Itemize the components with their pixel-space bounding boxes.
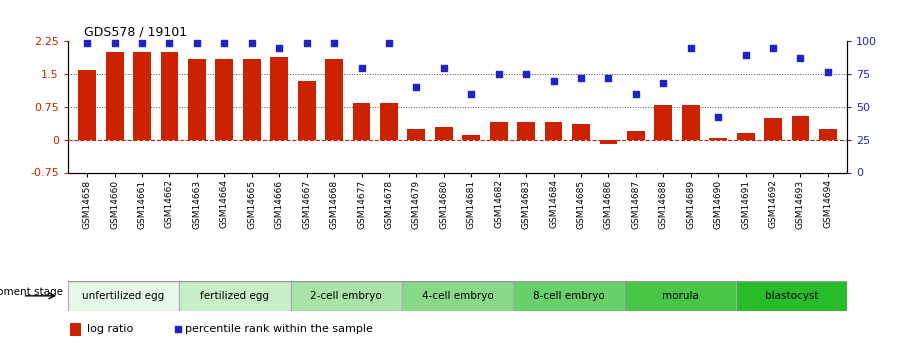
Bar	[133, 52, 151, 140]
Point	[794, 56, 808, 61]
Bar	[572, 125, 590, 140]
Text: fertilized egg: fertilized egg	[200, 291, 269, 301]
Bar	[291, 281, 402, 310]
Text: 4-cell embryo: 4-cell embryo	[421, 291, 494, 301]
Text: 8-cell embryo: 8-cell embryo	[533, 291, 604, 301]
Point	[107, 40, 121, 46]
Point	[573, 75, 588, 81]
Bar	[545, 122, 563, 140]
Point	[135, 40, 149, 46]
Bar	[352, 102, 371, 140]
Point	[437, 65, 451, 70]
Point	[519, 71, 534, 77]
Bar	[709, 138, 728, 140]
Point	[711, 115, 726, 120]
Bar	[737, 133, 755, 140]
Point	[656, 81, 670, 86]
Point	[80, 40, 94, 46]
Text: morula: morula	[661, 291, 699, 301]
Point	[683, 45, 698, 51]
Text: blastocyst: blastocyst	[765, 291, 818, 301]
Text: log ratio: log ratio	[87, 325, 133, 334]
Bar	[106, 52, 123, 140]
Bar	[188, 59, 206, 140]
Point	[162, 40, 177, 46]
Bar	[682, 105, 699, 140]
Point	[464, 91, 478, 97]
Bar	[462, 135, 480, 140]
Bar	[402, 281, 513, 310]
Text: 2-cell embryo: 2-cell embryo	[311, 291, 382, 301]
Point	[410, 85, 424, 90]
Bar	[624, 281, 736, 310]
Bar	[736, 281, 847, 310]
Bar	[380, 102, 398, 140]
Point	[327, 40, 342, 46]
Text: percentile rank within the sample: percentile rank within the sample	[185, 325, 373, 334]
Bar	[243, 59, 261, 140]
Bar	[819, 129, 837, 140]
Point	[821, 69, 835, 74]
Point	[354, 65, 369, 70]
Text: GDS578 / 19101: GDS578 / 19101	[83, 26, 187, 39]
Bar	[513, 281, 624, 310]
Bar	[408, 129, 425, 140]
Bar	[179, 281, 291, 310]
Bar	[270, 57, 288, 140]
Bar	[600, 140, 617, 144]
Bar	[71, 323, 82, 336]
Bar	[325, 59, 343, 140]
Point	[546, 78, 561, 83]
Bar	[490, 122, 507, 140]
Bar	[435, 127, 453, 140]
Bar	[68, 281, 179, 310]
Point	[766, 45, 780, 51]
Point	[629, 91, 643, 97]
Point	[602, 75, 616, 81]
Bar	[654, 105, 672, 140]
Bar	[216, 59, 233, 140]
Point	[217, 40, 232, 46]
Bar	[517, 122, 535, 140]
Text: development stage: development stage	[0, 287, 63, 297]
Point	[299, 40, 313, 46]
Bar	[792, 116, 809, 140]
Point	[245, 40, 259, 46]
Bar	[160, 52, 178, 140]
Bar	[78, 70, 96, 140]
Bar	[627, 131, 645, 140]
Point	[381, 40, 396, 46]
Point	[170, 327, 185, 332]
Bar	[298, 81, 315, 140]
Text: unfertilized egg: unfertilized egg	[82, 291, 165, 301]
Point	[738, 52, 753, 57]
Point	[491, 71, 506, 77]
Point	[272, 45, 286, 51]
Bar	[764, 118, 782, 140]
Point	[189, 40, 204, 46]
